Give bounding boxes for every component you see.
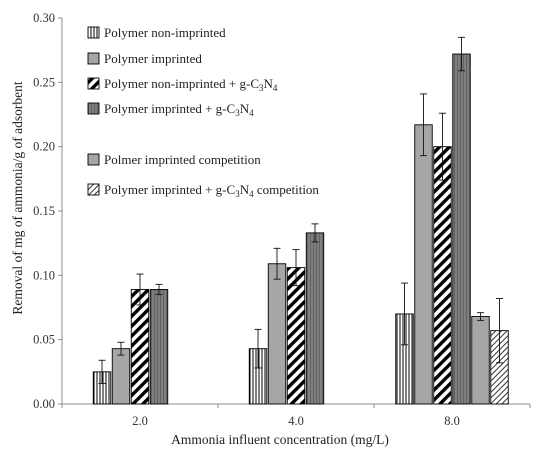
x-tick-label: 4.0 (288, 414, 304, 428)
y-tick-label: 0.05 (33, 333, 55, 347)
y-tick-label: 0.10 (33, 268, 55, 282)
legend-swatch (87, 26, 100, 39)
x-axis-title: Ammonia influent concentration (mg/L) (171, 432, 389, 447)
bar-2-1 (286, 267, 306, 405)
legend-swatch (87, 77, 100, 90)
x-axis: 2.0 4.0 8.0 (61, 403, 531, 428)
x-tick-label: 2.0 (132, 414, 148, 428)
y-axis: 0.00 0.05 0.10 0.15 0.20 0.25 0.30 (33, 11, 63, 411)
legend-label: Polymer imprinted (104, 51, 202, 66)
bar-2-2 (433, 146, 452, 405)
bar-1-0 (111, 348, 131, 405)
legend-swatch (87, 153, 100, 166)
legend-label: Polmer imprinted competition (104, 152, 261, 167)
bar-1-2 (414, 124, 433, 405)
bar-series (92, 36, 509, 405)
y-axis-title: Removal of mg of ammonia/g of adsorbent (10, 81, 25, 314)
y-tick-label: 0.25 (33, 75, 55, 89)
legend-label: Polymer imprinted + g-C3N4 (104, 101, 254, 118)
y-tick-label: 0.15 (33, 204, 55, 218)
legend-swatch (87, 102, 100, 115)
legend: Polymer non-imprinted Polymer imprinted Po… (87, 25, 319, 199)
y-tick-label: 0.00 (33, 397, 55, 411)
y-tick-label: 0.20 (33, 140, 55, 154)
bar-3-0 (149, 289, 169, 405)
legend-label: Polymer non-imprinted + g-C3N4 (104, 76, 278, 93)
bar-1-1 (267, 263, 287, 405)
bar-3-2 (452, 53, 471, 405)
x-tick-label: 8.0 (444, 414, 460, 428)
bar-4-2 (471, 316, 490, 405)
bar-2-0 (130, 289, 150, 405)
legend-swatch (87, 183, 100, 196)
bar-3-1 (305, 232, 325, 405)
legend-label: Polymer imprinted + g-C3N4 competition (104, 182, 319, 199)
y-tick-label: 0.30 (33, 11, 55, 25)
legend-label: Polymer non-imprinted (104, 25, 226, 40)
legend-swatch (87, 52, 100, 65)
